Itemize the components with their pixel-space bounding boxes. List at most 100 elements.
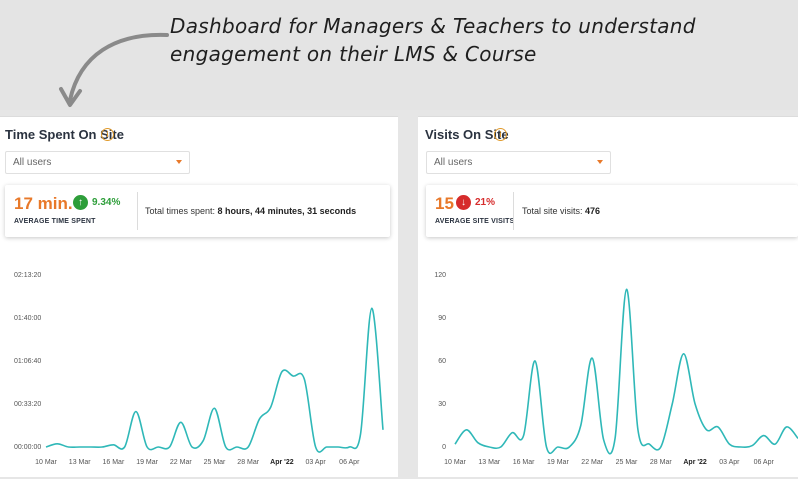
y-tick-label: 01:06:40 bbox=[14, 358, 41, 365]
x-tick-label: 22 Mar bbox=[170, 459, 192, 466]
x-tick-label: Apr '22 bbox=[683, 459, 707, 466]
data-point[interactable] bbox=[246, 445, 250, 449]
data-point[interactable] bbox=[773, 442, 777, 446]
average-visits-value: 15 bbox=[435, 194, 454, 213]
x-tick-label: 06 Apr bbox=[339, 459, 360, 466]
data-point[interactable] bbox=[590, 356, 594, 360]
total-time-spent: Total times spent: 8 hours, 44 minutes, … bbox=[145, 206, 356, 216]
data-point[interactable] bbox=[190, 445, 194, 449]
data-point[interactable] bbox=[567, 445, 571, 449]
data-point[interactable] bbox=[78, 445, 82, 449]
data-point[interactable] bbox=[522, 434, 526, 438]
data-point[interactable] bbox=[44, 445, 48, 449]
data-point[interactable] bbox=[453, 442, 457, 446]
data-point[interactable] bbox=[123, 445, 127, 449]
data-point[interactable] bbox=[89, 445, 93, 449]
visits-panel: Visits On Site i All users 15 ↓ 21% AVER… bbox=[418, 116, 798, 477]
data-point[interactable] bbox=[280, 370, 284, 374]
data-point[interactable] bbox=[602, 438, 606, 442]
data-point[interactable] bbox=[510, 431, 514, 435]
x-tick-label: 28 Mar bbox=[237, 459, 259, 466]
data-point[interactable] bbox=[100, 445, 104, 449]
data-point[interactable] bbox=[347, 445, 351, 449]
data-point[interactable] bbox=[625, 287, 629, 291]
data-point[interactable] bbox=[762, 434, 766, 438]
data-point[interactable] bbox=[201, 439, 205, 443]
data-point[interactable] bbox=[325, 445, 329, 449]
info-icon[interactable]: i bbox=[101, 128, 114, 141]
annotation-banner: Dashboard for Managers & Teachers to und… bbox=[0, 0, 798, 110]
select-value: All users bbox=[434, 157, 473, 168]
x-tick-label: 19 Mar bbox=[547, 459, 569, 466]
total-site-visits: Total site visits: 476 bbox=[522, 206, 600, 216]
stat-label: AVERAGE SITE VISITS bbox=[435, 218, 515, 225]
data-point[interactable] bbox=[314, 445, 318, 449]
x-tick-label: 03 Apr bbox=[305, 459, 326, 466]
data-point[interactable] bbox=[66, 445, 70, 449]
x-tick-label: 16 Mar bbox=[103, 459, 125, 466]
data-point[interactable] bbox=[370, 306, 374, 310]
data-point[interactable] bbox=[179, 420, 183, 424]
y-tick-label: 00:00:00 bbox=[14, 444, 41, 451]
data-point[interactable] bbox=[750, 444, 754, 448]
data-point[interactable] bbox=[111, 443, 115, 447]
data-point[interactable] bbox=[636, 428, 640, 432]
data-point[interactable] bbox=[464, 428, 468, 432]
average-time-value: 17 min. bbox=[14, 194, 73, 213]
data-point[interactable] bbox=[381, 428, 385, 432]
banner-caption: Dashboard for Managers & Teachers to und… bbox=[170, 12, 696, 68]
stat-card: 15 ↓ 21% AVERAGE SITE VISITS Total site … bbox=[426, 185, 798, 237]
data-point[interactable] bbox=[235, 445, 239, 449]
data-point[interactable] bbox=[682, 352, 686, 356]
info-icon[interactable]: i bbox=[494, 128, 507, 141]
data-point[interactable] bbox=[544, 445, 548, 449]
data-point[interactable] bbox=[213, 406, 217, 410]
data-point[interactable] bbox=[359, 432, 363, 436]
total-prefix: Total site visits: bbox=[522, 206, 583, 216]
data-point[interactable] bbox=[556, 445, 560, 449]
y-tick-label: 60 bbox=[438, 358, 446, 365]
data-point[interactable] bbox=[257, 417, 261, 421]
data-point[interactable] bbox=[693, 402, 697, 406]
x-tick-label: 13 Mar bbox=[478, 459, 500, 466]
data-point[interactable] bbox=[55, 442, 59, 446]
total-value: 8 hours, 44 minutes, 31 seconds bbox=[217, 206, 357, 216]
data-point[interactable] bbox=[269, 405, 273, 409]
data-point[interactable] bbox=[716, 425, 720, 429]
data-point[interactable] bbox=[647, 442, 651, 446]
user-filter-select[interactable]: All users bbox=[5, 151, 190, 174]
series-line bbox=[45, 307, 384, 453]
y-tick-label: 01:40:00 bbox=[14, 315, 41, 322]
data-point[interactable] bbox=[727, 442, 731, 446]
data-point[interactable] bbox=[134, 410, 138, 414]
data-point[interactable] bbox=[476, 441, 480, 445]
data-point[interactable] bbox=[145, 445, 149, 449]
select-value: All users bbox=[13, 157, 52, 168]
data-point[interactable] bbox=[302, 377, 306, 381]
data-point[interactable] bbox=[659, 445, 663, 449]
data-point[interactable] bbox=[670, 402, 674, 406]
delta-percent: 21% bbox=[475, 197, 496, 208]
x-tick-label: 22 Mar bbox=[581, 459, 603, 466]
data-point[interactable] bbox=[785, 425, 789, 429]
data-point[interactable] bbox=[487, 445, 491, 449]
data-point[interactable] bbox=[168, 445, 172, 449]
data-point[interactable] bbox=[739, 445, 743, 449]
chevron-down-icon bbox=[176, 160, 182, 164]
y-tick-label: 90 bbox=[438, 315, 446, 322]
data-point[interactable] bbox=[156, 445, 160, 449]
data-point[interactable] bbox=[291, 374, 295, 378]
data-point[interactable] bbox=[579, 424, 583, 428]
data-point[interactable] bbox=[705, 428, 709, 432]
user-filter-select[interactable]: All users bbox=[426, 151, 611, 174]
x-tick-label: 13 Mar bbox=[69, 459, 91, 466]
data-point[interactable] bbox=[533, 359, 537, 363]
data-point[interactable] bbox=[499, 445, 503, 449]
data-point[interactable] bbox=[613, 436, 617, 440]
data-point[interactable] bbox=[336, 445, 340, 449]
x-tick-label: 03 Apr bbox=[719, 459, 740, 466]
series-line bbox=[454, 288, 798, 455]
x-tick-label: 19 Mar bbox=[136, 459, 158, 466]
data-point[interactable] bbox=[224, 445, 228, 449]
x-tick-label: Apr '22 bbox=[270, 459, 294, 466]
